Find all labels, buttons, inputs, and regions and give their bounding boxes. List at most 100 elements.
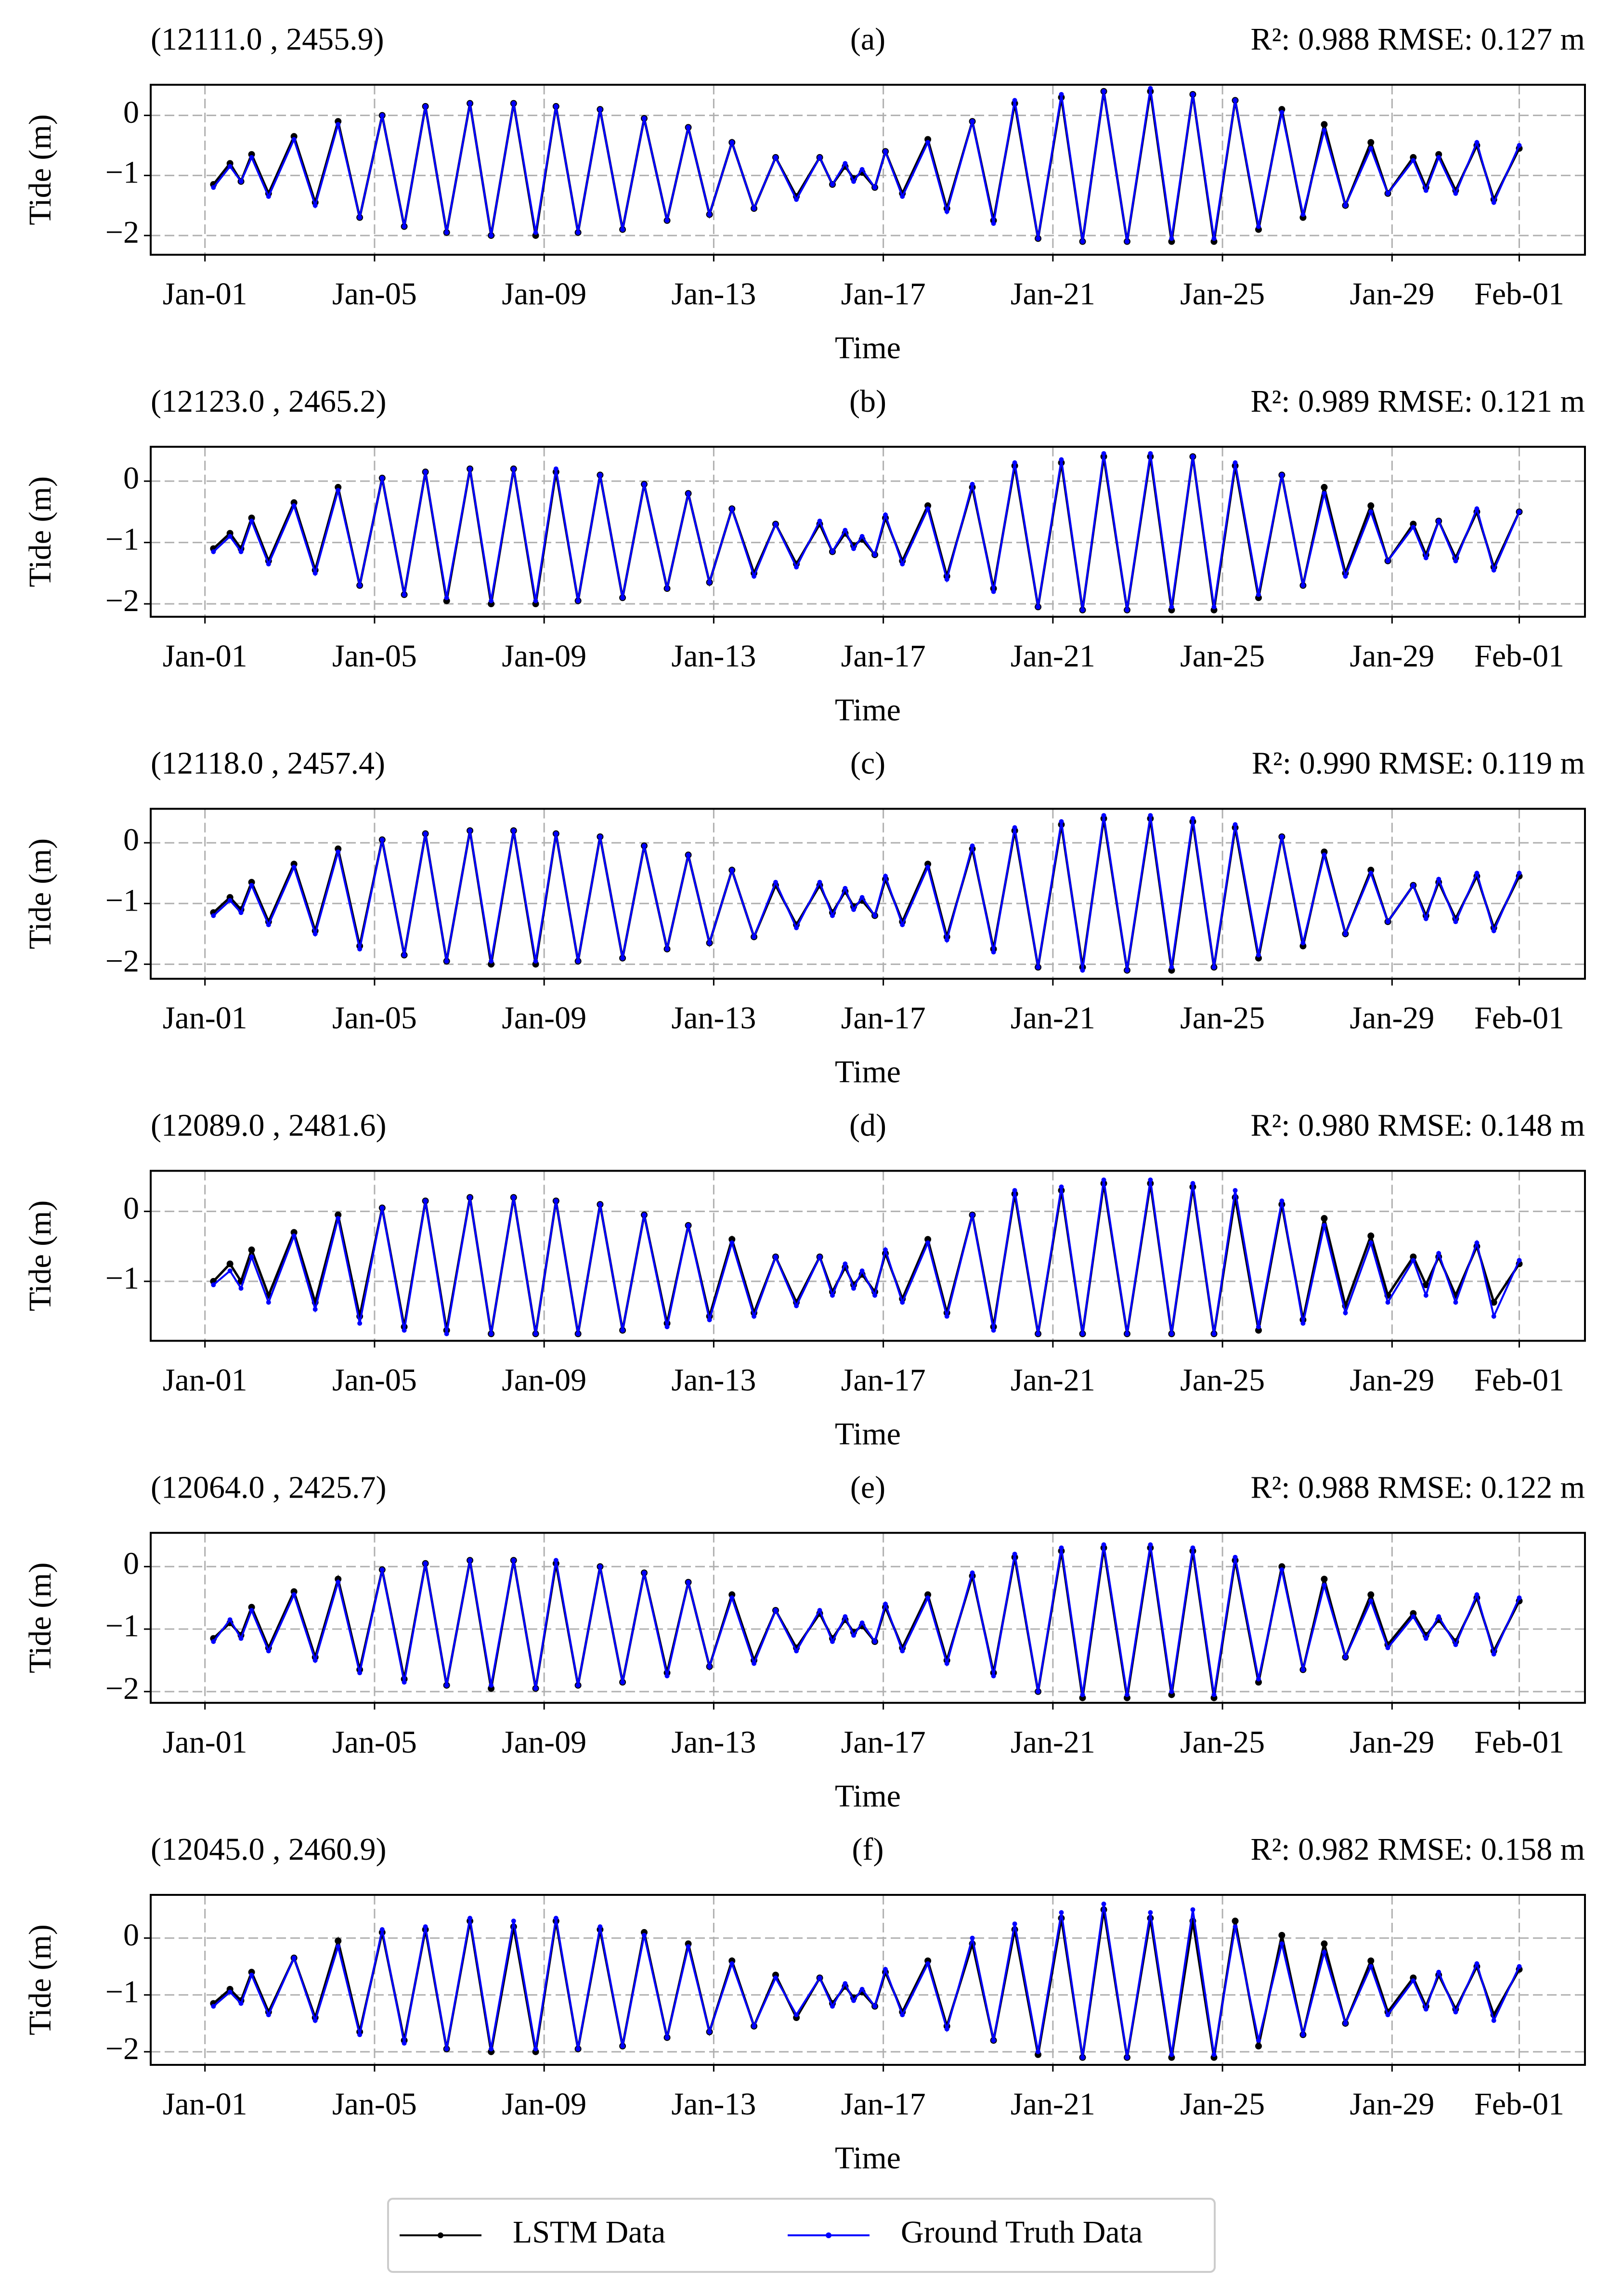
data-point <box>1423 916 1428 921</box>
x-axis-label: Time <box>835 1778 901 1813</box>
data-point <box>830 1639 835 1644</box>
data-point <box>1036 965 1041 970</box>
data-point <box>900 194 905 199</box>
data-point <box>752 206 757 211</box>
metrics-label: R²: 0.988 RMSE: 0.122 m <box>1250 1470 1585 1505</box>
data-point <box>1368 1964 1374 1969</box>
data-point <box>1101 451 1106 456</box>
series-line <box>212 456 1520 611</box>
data-point <box>686 1223 691 1228</box>
series-line <box>212 453 1520 611</box>
data-point <box>336 1579 341 1585</box>
data-point <box>211 1282 216 1288</box>
data-point <box>1036 604 1041 610</box>
data-point <box>883 512 888 518</box>
data-point <box>944 1314 949 1319</box>
x-tick-label: Jan-05 <box>332 1001 417 1036</box>
data-point <box>1322 1583 1327 1588</box>
data-point <box>1256 224 1261 229</box>
data-point <box>1190 454 1195 459</box>
subplot-title: (d) <box>849 1108 886 1143</box>
metrics-label: R²: 0.989 RMSE: 0.121 m <box>1250 384 1585 419</box>
data-point <box>1080 607 1085 613</box>
data-point <box>991 221 996 226</box>
data-point <box>773 1975 778 1981</box>
x-tick-label: Jan-09 <box>502 1001 586 1036</box>
data-point <box>1256 1324 1261 1330</box>
x-tick-label: Jan-09 <box>502 1363 586 1398</box>
series-line <box>212 91 1520 242</box>
metrics-label: R²: 0.990 RMSE: 0.119 m <box>1252 746 1585 781</box>
data-point <box>925 1240 931 1246</box>
data-point <box>226 1260 234 1267</box>
data-point <box>511 466 516 471</box>
data-point <box>1190 1545 1195 1551</box>
data-point <box>553 1916 558 1921</box>
data-point <box>211 913 216 918</box>
data-point <box>357 1670 363 1675</box>
y-tick-label: −1 <box>105 883 139 918</box>
data-point <box>1233 1924 1238 1930</box>
data-point <box>1453 1300 1458 1305</box>
data-point <box>290 1229 298 1236</box>
data-point <box>1321 1940 1328 1947</box>
data-point <box>533 959 538 964</box>
data-point <box>249 883 254 888</box>
data-point <box>843 1614 848 1619</box>
data-point <box>1423 555 1428 561</box>
data-point <box>575 230 581 235</box>
data-point <box>641 116 647 121</box>
data-point <box>728 1236 736 1243</box>
data-point <box>444 1331 449 1336</box>
data-point <box>794 2012 799 2018</box>
x-tick-label: Jan-01 <box>163 1724 247 1760</box>
plot-frame <box>150 84 1586 256</box>
data-point <box>1300 2032 1306 2037</box>
data-point <box>817 1254 822 1260</box>
data-point <box>773 880 778 885</box>
data-point <box>991 589 996 594</box>
x-tick-label: Jan-17 <box>841 639 926 674</box>
data-point <box>1101 89 1106 94</box>
x-tick-label: Jan-29 <box>1350 2087 1434 2122</box>
data-point <box>883 149 888 154</box>
data-point <box>1059 1545 1064 1551</box>
data-point <box>664 1324 670 1330</box>
data-point <box>851 1633 857 1638</box>
data-point <box>1059 1910 1064 1915</box>
y-axis-label: Tide (m) <box>23 838 58 949</box>
data-point <box>1300 583 1306 588</box>
data-point <box>249 155 254 160</box>
data-point <box>686 1944 691 1949</box>
data-point <box>843 1981 848 1986</box>
data-point <box>1148 1177 1153 1183</box>
data-point <box>1453 191 1458 196</box>
y-tick-label: 0 <box>123 95 139 130</box>
x-tick-label: Feb-01 <box>1474 1724 1564 1760</box>
data-point <box>597 107 603 112</box>
data-point <box>597 1202 603 1207</box>
data-point <box>238 179 244 184</box>
y-tick-label: −2 <box>105 1671 139 1706</box>
data-point <box>1368 146 1374 151</box>
data-point <box>1474 1592 1480 1597</box>
data-point <box>970 1935 975 1941</box>
data-point <box>1279 834 1285 839</box>
data-point <box>402 2041 407 2046</box>
data-point <box>249 518 254 523</box>
data-point <box>1124 2055 1130 2060</box>
series-line <box>212 815 1520 971</box>
data-point <box>664 586 670 591</box>
data-point <box>1279 110 1285 115</box>
x-axis-label: Time <box>835 2140 901 2176</box>
data-point <box>851 179 857 184</box>
data-point <box>817 1608 822 1613</box>
data-point <box>575 598 581 603</box>
data-point <box>925 1961 931 1966</box>
data-point <box>211 549 216 554</box>
subplot-title: (f) <box>852 1832 884 1867</box>
data-point <box>1423 1292 1428 1298</box>
data-point <box>238 549 244 554</box>
data-point <box>533 1686 538 1691</box>
plot-frame <box>150 1532 1586 1704</box>
